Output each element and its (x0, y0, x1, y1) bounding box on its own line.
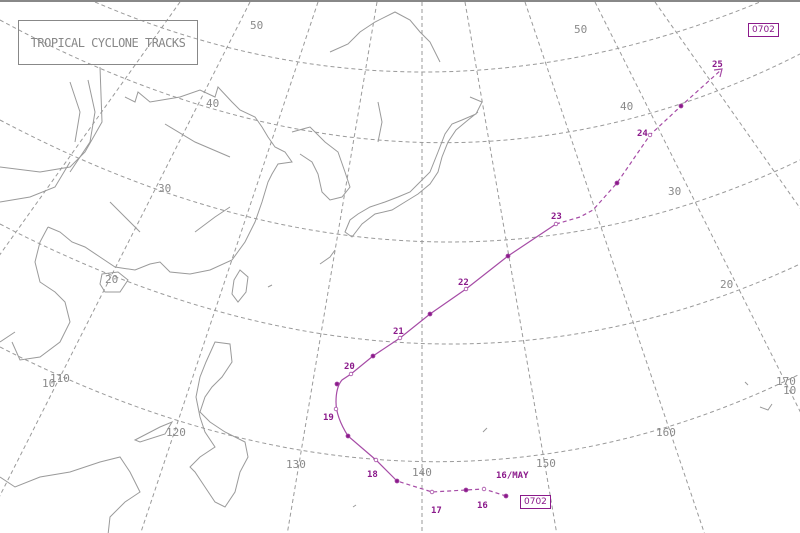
cyclone-track (333, 68, 723, 499)
meridian-150 (464, 2, 558, 533)
map-title: TROPICAL CYCLONE TRACKS (18, 20, 198, 65)
lon-label: 140 (412, 466, 432, 479)
coast-taiwan (231, 269, 249, 303)
track-point (481, 486, 487, 492)
meridian-120 (140, 2, 319, 533)
grid-labels: 10 20 30 40 50 10 20 30 40 50 110 120 13… (42, 19, 796, 479)
latitude-line-20 (0, 223, 800, 345)
latitude-line-30 (0, 119, 800, 243)
lat-label: 40 (206, 97, 219, 110)
track-point (505, 253, 511, 259)
coast-inland-river (69, 79, 231, 233)
coast-korea (291, 126, 351, 201)
meridian-100 (0, 2, 181, 256)
track-point (427, 311, 433, 317)
coast-hainan (99, 271, 129, 293)
track-label: 16/MAY (496, 471, 529, 481)
coast-china (0, 66, 293, 275)
track-label: 23 (551, 212, 562, 222)
track-point (553, 221, 559, 227)
lat-label: 30 (158, 182, 171, 195)
cyclone-id-legend-box: 0702 (748, 23, 779, 37)
track-date-labels: 16/MAY 16 17 18 19 20 21 22 23 24 25 (323, 60, 723, 516)
track-late-dashed (555, 69, 722, 225)
track-point (429, 489, 435, 495)
lat-label: 20 (105, 273, 118, 286)
latitude-line-10 (0, 346, 800, 463)
latitude-line-40 (0, 19, 800, 144)
lat-label: 30 (668, 185, 681, 198)
track-arrow-icon (713, 68, 723, 78)
meridian-170 (594, 2, 800, 413)
lat-label: 10 (42, 377, 55, 390)
track-point (678, 103, 684, 109)
meridian-110 (0, 2, 251, 497)
track-label: 25 (712, 60, 723, 70)
track-point (334, 381, 340, 387)
coast-borneo (0, 456, 141, 533)
track-point (463, 487, 469, 493)
track-point (370, 353, 376, 359)
meridian-160 (524, 2, 705, 533)
lat-label: 40 (620, 100, 633, 113)
track-point (463, 286, 469, 292)
track-label: 17 (431, 506, 442, 516)
track-early-dashed (396, 480, 507, 497)
track-point (345, 433, 351, 439)
cyclone-id-start-box: 0702 (520, 495, 551, 509)
meridian-130 (286, 2, 378, 533)
track-label: 19 (323, 413, 334, 423)
meridian-180 (654, 2, 800, 209)
lon-label: 120 (166, 426, 186, 439)
coast-japan (344, 96, 483, 238)
track-point (394, 478, 400, 484)
coast-philippines (133, 341, 249, 508)
track-point (333, 406, 339, 412)
lon-label: 170 (776, 375, 796, 388)
coast-russia (329, 11, 441, 143)
track-point (373, 457, 379, 463)
lon-label: 150 (536, 457, 556, 470)
track-label: 22 (458, 278, 469, 288)
track-point (614, 180, 620, 186)
track-label: 24 (637, 129, 648, 139)
lon-label: 130 (286, 458, 306, 471)
track-points (333, 103, 684, 499)
track-solid (335, 223, 557, 482)
track-label: 18 (367, 470, 378, 480)
lon-label: 110 (50, 372, 70, 385)
coastlines (0, 11, 773, 533)
track-label: 16 (477, 501, 488, 511)
coast-vietnam (0, 226, 71, 361)
track-label: 20 (344, 362, 355, 372)
lat-label: 50 (574, 23, 587, 36)
latitude-line-50 (94, 2, 761, 73)
track-point (397, 335, 403, 341)
coast-islands (267, 249, 773, 508)
lat-label: 20 (720, 278, 733, 291)
track-label: 21 (393, 327, 404, 337)
track-point (348, 371, 354, 377)
lat-label: 50 (250, 19, 263, 32)
lat-label: 10 (783, 384, 796, 397)
track-point (647, 132, 653, 138)
lon-label: 160 (656, 426, 676, 439)
track-point (503, 493, 509, 499)
